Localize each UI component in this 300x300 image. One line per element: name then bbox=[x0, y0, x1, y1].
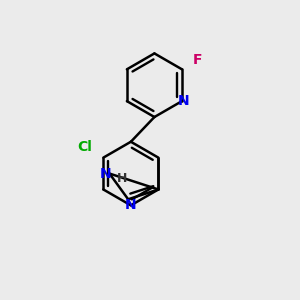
Text: F: F bbox=[193, 53, 202, 68]
Text: N: N bbox=[125, 198, 137, 212]
Text: N: N bbox=[178, 94, 189, 108]
Text: H: H bbox=[117, 172, 127, 185]
Text: N: N bbox=[99, 167, 111, 181]
Text: Cl: Cl bbox=[77, 140, 92, 154]
